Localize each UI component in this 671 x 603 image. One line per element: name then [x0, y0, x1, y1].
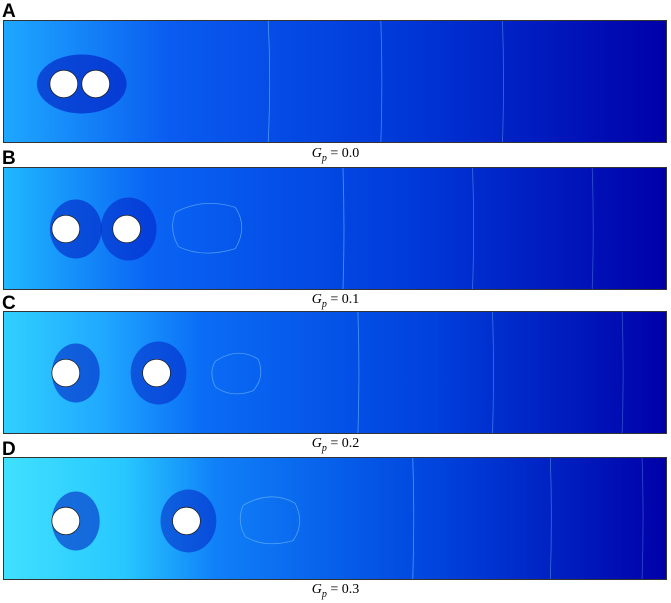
contour-panel-c [3, 311, 667, 434]
panel-letter-a: A [2, 1, 16, 22]
panel-letter-c: C [2, 293, 16, 314]
particle-b-1 [51, 214, 81, 244]
panel-letter-b: B [2, 148, 16, 169]
gp-value-d: 0.3 [341, 582, 360, 597]
particle-a-2 [81, 69, 111, 99]
contour-panel-b [3, 167, 667, 290]
gp-value-a: 0.0 [341, 146, 360, 161]
contour-panel-a [3, 20, 667, 143]
panel-letter-d: D [2, 439, 16, 460]
gp-value-b: 0.1 [341, 292, 360, 307]
caption-a: Gp = 0.0 [311, 146, 360, 164]
particle-b-2 [112, 214, 141, 244]
particle-d-2 [172, 506, 201, 536]
caption-b: Gp = 0.1 [311, 292, 360, 310]
contour-panel-d [3, 457, 667, 580]
particle-a-1 [49, 69, 79, 99]
particle-d-1 [51, 506, 81, 536]
caption-d: Gp = 0.3 [311, 582, 360, 600]
particle-c-1 [51, 358, 81, 388]
caption-c: Gp = 0.2 [311, 436, 360, 454]
gp-value-c: 0.2 [341, 436, 360, 451]
particle-c-2 [142, 358, 171, 388]
